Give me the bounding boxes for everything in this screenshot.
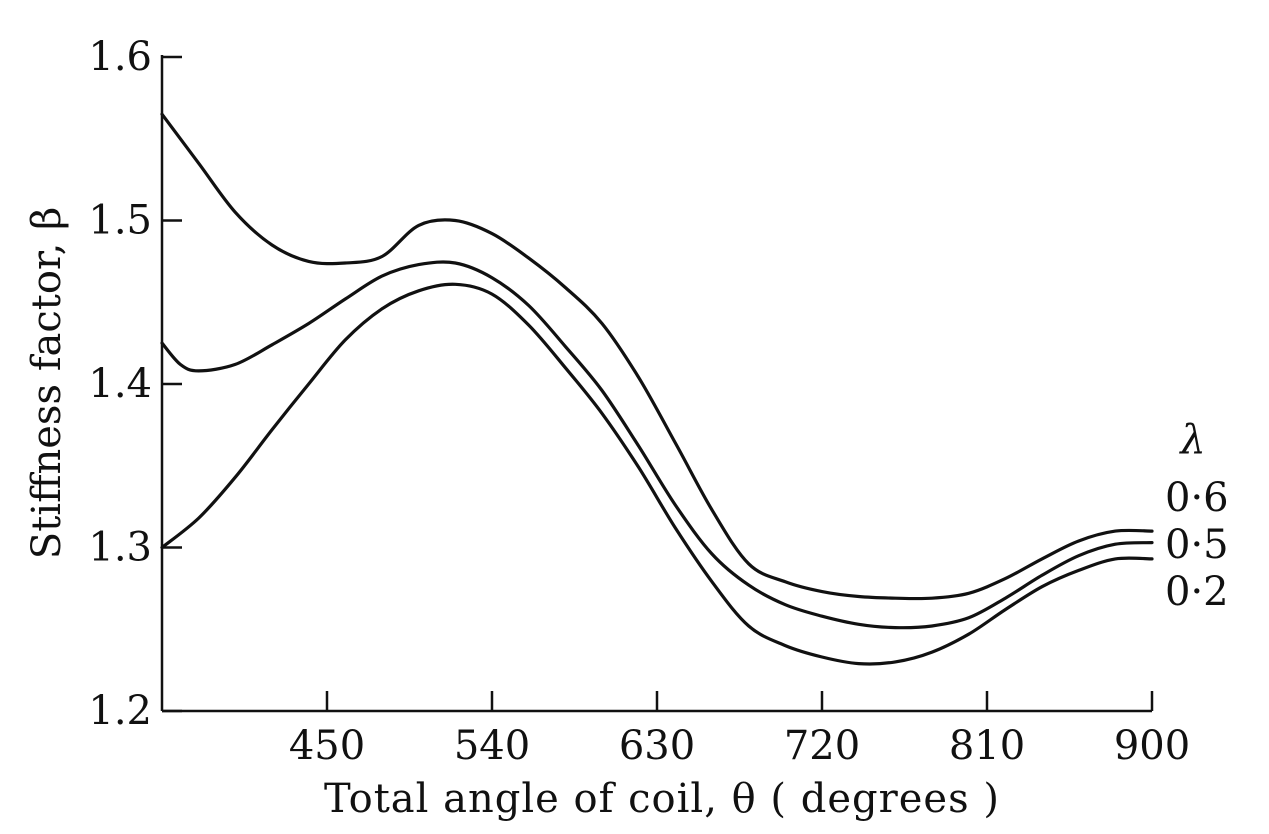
x-tick-label: 540 [454, 723, 530, 769]
y-tick-label: 1.2 [88, 688, 152, 734]
x-axis-title: Total angle of coil, θ ( degrees ) [324, 776, 1000, 822]
series-line-0-6 [160, 112, 1154, 601]
y-tick-label: 1.6 [88, 34, 152, 80]
x-tick-label: 720 [784, 723, 860, 769]
legend-label-0-6: 0·6 [1165, 475, 1229, 521]
legend: λ 0·6 0·5 0·2 [1165, 417, 1229, 615]
y-axis-ticks: 1.2 1.3 1.4 1.5 1.6 [88, 34, 182, 734]
series-lines [160, 112, 1154, 666]
x-tick-label: 450 [289, 723, 365, 769]
y-tick-label: 1.3 [88, 525, 152, 571]
x-tick-label: 630 [619, 723, 695, 769]
legend-label-0-5: 0·5 [1165, 522, 1229, 568]
x-tick-label: 810 [949, 723, 1025, 769]
y-axis-title: Stiffness factor, β [24, 207, 70, 559]
y-tick-label: 1.4 [88, 361, 152, 407]
y-tick-label: 1.5 [88, 198, 152, 244]
legend-label-0-2: 0·2 [1165, 569, 1229, 615]
series-line-0-2 [160, 282, 1154, 666]
legend-title: λ [1178, 417, 1205, 463]
x-axis-ticks: 450 540 630 720 810 900 [289, 691, 1190, 769]
series-line-0-5 [160, 260, 1154, 630]
x-tick-label: 900 [1114, 723, 1190, 769]
